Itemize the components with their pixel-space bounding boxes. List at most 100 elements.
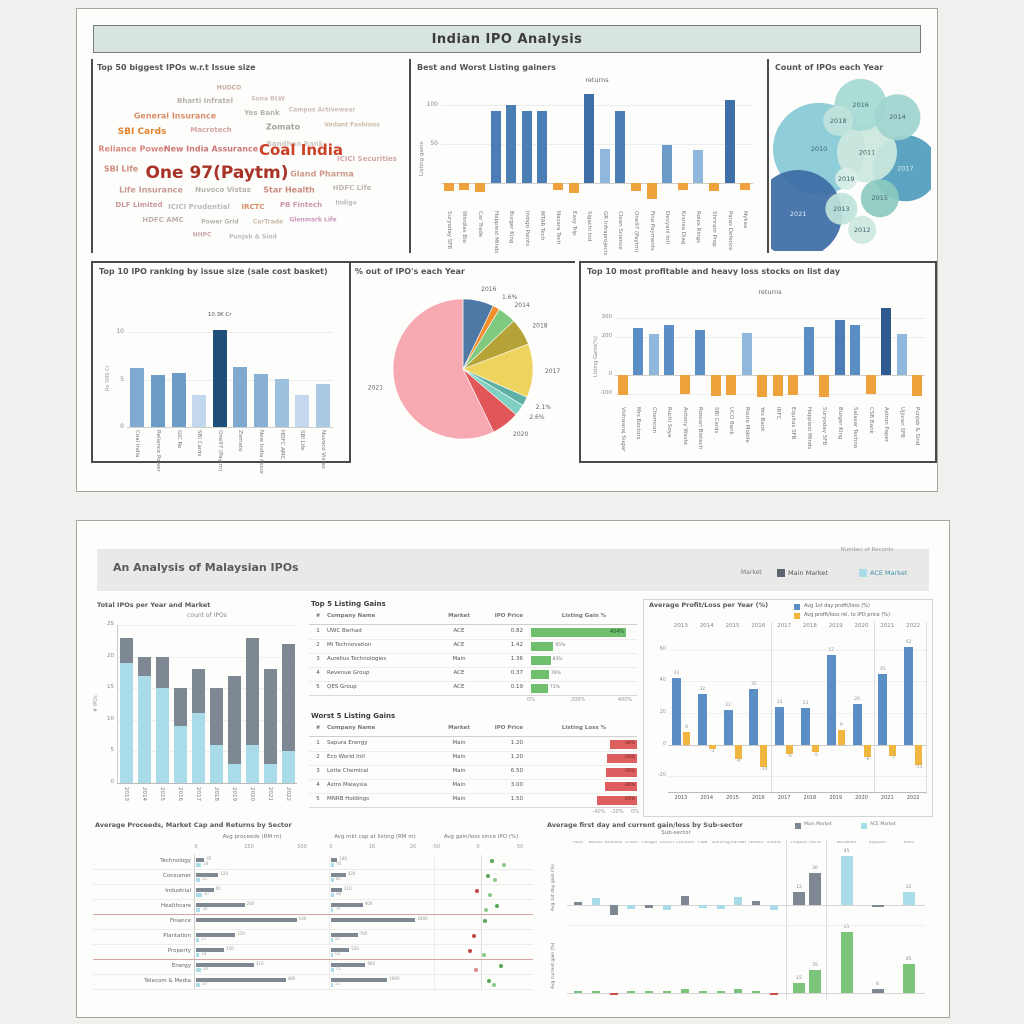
ace-bar xyxy=(331,953,334,957)
gain-bar xyxy=(531,642,554,651)
bar-ace xyxy=(245,745,259,783)
label: 88 xyxy=(336,891,342,896)
bar-ace xyxy=(227,764,241,783)
bar xyxy=(752,900,761,905)
bar xyxy=(645,991,654,993)
label: Worst 5 Listing Gains xyxy=(311,712,396,720)
bar xyxy=(253,374,268,427)
x-axis-label: Fino Payments xyxy=(648,211,655,251)
label: 45 xyxy=(880,666,886,672)
line xyxy=(441,183,753,185)
wordcloud-word: Yes Bank xyxy=(244,109,280,117)
label: 50 xyxy=(334,936,340,941)
bar xyxy=(772,374,783,397)
label: Telecom & Media xyxy=(144,978,191,984)
line xyxy=(117,625,297,626)
line xyxy=(309,751,637,752)
bar xyxy=(709,183,719,192)
gain-dot-main xyxy=(495,904,500,908)
label: Avg 1st day profit/loss (%) xyxy=(804,603,870,609)
wordcloud-word: Macrotech xyxy=(190,126,232,134)
legend-swatch xyxy=(794,604,800,610)
line xyxy=(615,317,925,319)
legend-title: Market xyxy=(741,569,762,576)
label: 0.19 xyxy=(510,684,523,690)
axis-title: Avg current gain (%) xyxy=(551,942,556,990)
bar xyxy=(788,374,799,396)
ace-bar xyxy=(196,863,202,867)
label: 95 xyxy=(215,886,221,891)
bar-ace xyxy=(281,751,295,783)
label: 404% xyxy=(609,629,625,635)
line xyxy=(93,974,533,975)
bar xyxy=(695,330,706,375)
label: Astro Malaysia xyxy=(327,782,368,788)
label: IndSvc xyxy=(766,841,782,845)
x-axis-label: Ujjivan SFB xyxy=(898,407,905,438)
label: 95 xyxy=(336,861,342,866)
bar-main xyxy=(263,669,277,765)
bar xyxy=(591,990,600,993)
bar-ace xyxy=(191,713,205,783)
bar xyxy=(770,992,779,995)
bar-main xyxy=(245,637,259,746)
x-axis-label: Nuvoco Vistas xyxy=(319,430,326,469)
label: Main xyxy=(452,796,466,802)
wordcloud-word: Glenmark Life xyxy=(289,216,337,224)
wordcloud-word: ICICI Securities xyxy=(337,154,397,163)
label: PropDev xyxy=(791,841,807,845)
wordcloud-word: PB Fintech xyxy=(279,200,323,209)
axis-title: # IPOs xyxy=(93,695,99,713)
ace-bar xyxy=(196,968,201,972)
x-axis-label: New India Assur xyxy=(257,430,264,475)
label: 0.82 xyxy=(510,628,523,634)
panel-divider xyxy=(767,59,769,253)
label: 12 xyxy=(796,884,802,890)
label: 0% xyxy=(631,809,639,815)
line xyxy=(309,793,637,794)
wordcloud-word: Vedant Fashions xyxy=(324,121,380,129)
svg-text:2013: 2013 xyxy=(833,205,850,213)
wordcloud-word: SBI Life xyxy=(103,164,139,174)
loss-bar xyxy=(604,782,637,791)
svg-text:2016: 2016 xyxy=(481,286,496,293)
bar-ace xyxy=(209,745,223,783)
bar-main xyxy=(209,688,223,746)
x-axis-label: 2013 xyxy=(123,787,130,801)
bar-orange xyxy=(812,744,819,753)
label: REITs xyxy=(809,841,821,845)
bar-orange xyxy=(863,744,871,758)
main-bar xyxy=(331,963,366,967)
panel-divider xyxy=(91,59,93,253)
x-axis-label: 2021 xyxy=(267,787,274,801)
top10-issue-panel: Top 10 IPO ranking by issue size (sale c… xyxy=(91,261,351,474)
x-axis-label: Antony Waste xyxy=(681,407,688,446)
label: Company Name xyxy=(327,725,376,731)
label: -50 xyxy=(431,844,441,850)
label: ACE xyxy=(453,628,465,634)
label: 1K xyxy=(368,844,376,850)
label: 70 xyxy=(335,906,341,911)
label: Gaming xyxy=(711,841,730,845)
wordcloud-word: Indigo xyxy=(335,199,357,207)
gain-bar xyxy=(531,628,627,637)
ace-bar xyxy=(331,968,334,972)
ace-bar xyxy=(196,953,200,957)
label: Aurelius Technologies xyxy=(327,656,387,662)
label: Avg proceeds (RM m) xyxy=(222,834,282,840)
bar-blue xyxy=(775,706,785,745)
wordcloud-word: IRCTC xyxy=(241,202,265,211)
label: 45 xyxy=(843,849,850,855)
stacked-title: Total IPOs per Year and Market xyxy=(97,601,211,609)
bar-ace xyxy=(263,764,277,783)
ace-market-swatch xyxy=(859,569,867,577)
loss-bar xyxy=(607,754,637,763)
x-axis-label: MTAR Tech xyxy=(539,211,546,241)
label: 15 xyxy=(796,976,802,982)
label: 420 xyxy=(347,871,356,876)
label: 3 xyxy=(316,656,320,662)
label: # xyxy=(315,725,321,731)
x-axis-label: 2020 xyxy=(249,787,256,801)
bar xyxy=(295,394,310,427)
